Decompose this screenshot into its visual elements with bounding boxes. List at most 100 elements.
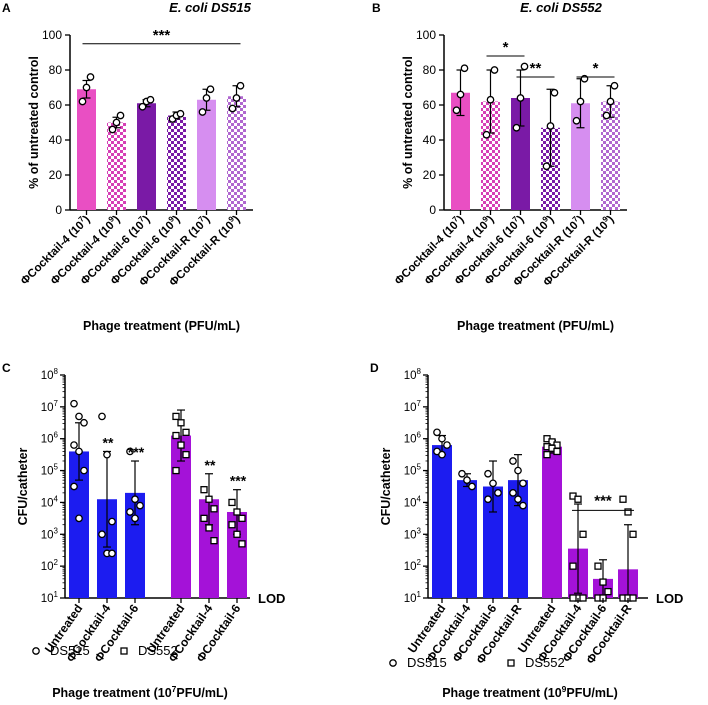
x-category-label-exp: 7	[196, 215, 205, 224]
panel-c-plot: 101102103104105106107108CFU/catheterUntr…	[16, 367, 285, 700]
y-tick-label: 101	[41, 590, 59, 605]
y-axis-label: % of untreated control	[27, 56, 41, 189]
significance-stars: ***	[230, 473, 247, 489]
bar	[167, 115, 186, 210]
x-category-label-exp: 7	[570, 215, 579, 224]
data-point-ds552	[172, 466, 180, 475]
data-point	[576, 97, 585, 106]
y-tick-exp: 2	[417, 558, 422, 567]
data-point-ds552	[624, 508, 632, 516]
data-point-ds552	[200, 486, 208, 494]
legend-label: DS515	[407, 655, 447, 670]
data-point-ds515	[514, 466, 522, 475]
bar	[199, 499, 219, 598]
bar	[171, 435, 191, 598]
data-point-ds515	[131, 495, 139, 504]
panel-d-plot: 101102103104105106107108CFU/catheterUntr…	[379, 367, 683, 700]
data-point-ds552	[574, 495, 582, 503]
y-tick-label: 0	[55, 203, 62, 217]
y-tick-base: 10	[41, 497, 54, 509]
data-point	[86, 73, 95, 81]
bar	[227, 96, 246, 210]
x-category-label-exp: 9	[106, 214, 116, 224]
y-tick-base: 10	[41, 593, 54, 605]
data-point-ds515	[70, 399, 78, 408]
data-point-ds552	[200, 514, 208, 523]
bar	[481, 101, 500, 210]
data-point-ds552	[233, 508, 241, 516]
data-point-ds515	[509, 489, 517, 497]
y-tick-exp: 3	[417, 526, 422, 535]
data-point-ds552	[205, 495, 213, 503]
x-category-label-tail: )	[455, 214, 466, 225]
data-point-ds515	[103, 450, 111, 459]
data-point	[546, 122, 555, 130]
y-tick-exp: 5	[54, 463, 59, 472]
data-point	[516, 94, 525, 102]
data-point	[138, 102, 147, 111]
y-axis-label: CFU/catheter	[16, 447, 30, 525]
y-tick-label: 102	[404, 558, 422, 573]
data-point-ds552	[543, 450, 551, 459]
y-tick-base: 10	[404, 593, 417, 605]
panel-b-letter: B	[372, 1, 381, 15]
panel-a-title: E. coli DS515	[169, 0, 251, 15]
y-tick-label: 106	[404, 431, 422, 446]
data-point	[198, 108, 207, 116]
data-point-ds515	[136, 501, 144, 510]
x-axis-label-exp: 9	[562, 684, 567, 694]
y-tick-label: 105	[404, 463, 422, 478]
y-tick-label: 80	[423, 63, 437, 77]
data-point-ds515	[131, 514, 139, 523]
x-axis-label-tail: PFU/mL)	[176, 686, 227, 700]
data-point-ds515	[519, 501, 527, 510]
data-point-ds552	[172, 431, 180, 440]
data-point	[112, 118, 121, 127]
x-axis-label: Phage treatment (PFU/mL)	[83, 319, 240, 333]
significance-stars: ***	[153, 27, 171, 44]
x-category-label-tail: )	[111, 214, 122, 225]
y-tick-exp: 2	[54, 558, 59, 567]
x-category-label-tail: )	[485, 214, 496, 225]
y-tick-label: 102	[41, 558, 59, 573]
legend-label: DS552	[138, 643, 178, 658]
panel-b: B E. coli DS552 0 20 40 60 80 100% of untreat…	[372, 0, 627, 333]
y-tick-label: 105	[41, 463, 59, 478]
panel-a-letter: A	[2, 1, 11, 15]
x-category-label-exp: 7	[136, 215, 145, 224]
data-point	[228, 104, 237, 113]
y-tick-base: 10	[404, 370, 417, 382]
y-tick-exp: 4	[417, 494, 422, 503]
data-point-ds515	[75, 412, 83, 421]
panel-c: C 101102103104105106107108CFU/catheterUn…	[2, 361, 285, 700]
data-point-ds515	[443, 441, 451, 449]
y-tick-exp: 8	[417, 367, 422, 376]
data-point-ds515	[70, 441, 78, 449]
y-tick-base: 10	[41, 370, 54, 382]
y-tick-label: 103	[404, 526, 422, 541]
legend-marker-square	[507, 659, 515, 667]
y-tick-exp: 1	[54, 590, 59, 599]
bar	[451, 92, 470, 210]
data-point-ds552	[228, 498, 236, 507]
data-point	[116, 111, 125, 120]
y-tick-label: 108	[41, 367, 59, 382]
significance-stars: ***	[128, 444, 145, 460]
bar	[432, 445, 452, 598]
y-tick-exp: 7	[54, 399, 59, 408]
data-point	[82, 83, 91, 92]
data-point-ds552	[210, 505, 218, 513]
data-point-ds552	[205, 524, 213, 532]
y-tick-base: 10	[41, 561, 54, 573]
data-point-ds515	[519, 479, 527, 488]
data-point	[176, 109, 185, 118]
data-point-ds515	[438, 434, 446, 443]
bar	[227, 511, 247, 598]
data-point	[610, 81, 619, 90]
panel-a: A E. coli DS515 0 20 40 60 80 100% of untreat…	[2, 0, 253, 333]
y-tick-exp: 3	[54, 526, 59, 535]
y-tick-label: 40	[423, 133, 437, 147]
data-point	[78, 97, 87, 106]
bar	[107, 122, 126, 210]
